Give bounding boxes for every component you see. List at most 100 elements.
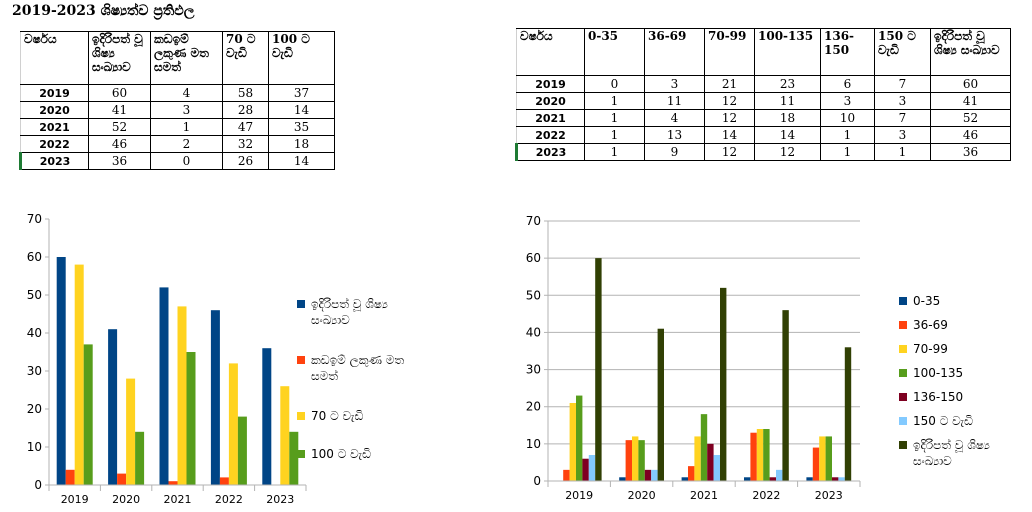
year-cell[interactable]: 2023 (19, 152, 89, 170)
chart-marks-range-legend: 0-35 36-69 70-99 100-135 136-150 150 ට වැඩි ඉද… (899, 293, 1024, 478)
x-tick-label: 2020 (112, 493, 140, 506)
bar (838, 477, 845, 481)
legend-label: 100-135 (913, 366, 964, 380)
value-cell[interactable]: 52 (88, 118, 151, 136)
value-cell[interactable]: 52 (930, 109, 1011, 127)
value-cell[interactable]: 14 (268, 101, 335, 119)
value-cell[interactable]: 2 (150, 135, 223, 153)
value-cell[interactable]: 12 (704, 143, 755, 161)
bar (126, 378, 136, 485)
value-cell[interactable]: 10 (820, 109, 875, 127)
value-cell[interactable]: 13 (644, 126, 705, 144)
y-tick-label: 0 (533, 474, 541, 488)
value-cell[interactable]: 3 (820, 92, 875, 110)
value-cell[interactable]: 11 (644, 92, 705, 110)
value-cell[interactable]: 6 (820, 75, 875, 93)
value-cell[interactable]: 58 (222, 84, 269, 102)
bar (588, 455, 596, 481)
value-cell[interactable]: 46 (930, 126, 1011, 144)
x-tick-label: 2021 (164, 493, 192, 506)
table-row: 2022 46 2 32 18 (20, 135, 335, 153)
value-cell[interactable]: 1 (820, 143, 875, 161)
value-cell[interactable]: 41 (88, 101, 151, 119)
bar (713, 455, 720, 481)
value-cell[interactable]: 14 (268, 152, 335, 170)
value-cell[interactable]: 3 (644, 75, 705, 93)
y-tick-label: 70 (27, 212, 42, 226)
t2-header-2: 36-69 (644, 28, 705, 76)
value-cell[interactable]: 41 (930, 92, 1011, 110)
value-cell[interactable]: 1 (584, 109, 645, 127)
value-cell[interactable]: 18 (268, 135, 335, 153)
legend-label: 136-150 (913, 390, 964, 404)
value-cell[interactable]: 1 (584, 126, 645, 144)
table-row: 2023 1 9 12 12 1 1 36 (515, 143, 1011, 161)
bar (228, 363, 238, 485)
value-cell[interactable]: 32 (222, 135, 269, 153)
x-tick-label: 2022 (752, 489, 780, 502)
value-cell[interactable]: 23 (754, 75, 821, 93)
legend-swatch (297, 300, 305, 308)
year-cell[interactable]: 2021 (20, 118, 89, 136)
value-cell[interactable]: 14 (754, 126, 821, 144)
value-cell[interactable]: 26 (222, 152, 269, 170)
value-cell[interactable]: 12 (704, 92, 755, 110)
legend-item: 136-150 (899, 389, 963, 405)
value-cell[interactable]: 46 (88, 135, 151, 153)
value-cell[interactable]: 3 (874, 92, 931, 110)
value-cell[interactable]: 47 (222, 118, 269, 136)
bar (657, 328, 664, 481)
chart-summary: 0 10 20 30 40 50 60 70 2019 2020 2021 2022 2023 (27, 212, 307, 506)
year-cell[interactable]: 2020 (20, 101, 89, 119)
value-cell[interactable]: 18 (754, 109, 821, 127)
t2-header-3: 70-99 (704, 28, 755, 76)
value-cell[interactable]: 4 (150, 84, 223, 102)
value-cell[interactable]: 35 (268, 118, 335, 136)
value-cell[interactable]: 4 (644, 109, 705, 127)
value-cell[interactable]: 3 (874, 126, 931, 144)
value-cell[interactable]: 28 (222, 101, 269, 119)
value-cell[interactable]: 0 (584, 75, 645, 93)
value-cell[interactable]: 12 (754, 143, 821, 161)
value-cell[interactable]: 21 (704, 75, 755, 93)
year-cell[interactable]: 2022 (516, 126, 585, 144)
year-cell[interactable]: 2019 (20, 84, 89, 102)
value-cell[interactable]: 1 (874, 143, 931, 161)
value-cell[interactable]: 36 (930, 143, 1011, 161)
value-cell[interactable]: 36 (88, 152, 151, 170)
value-cell[interactable]: 37 (268, 84, 335, 102)
value-cell[interactable]: 0 (150, 152, 223, 170)
legend-swatch (899, 345, 907, 353)
legend-swatch (899, 393, 907, 401)
bar (83, 344, 93, 485)
table-row: 2019 60 4 58 37 (20, 84, 335, 102)
bar (763, 429, 770, 481)
value-cell[interactable]: 12 (704, 109, 755, 127)
value-cell[interactable]: 60 (930, 75, 1011, 93)
value-cell[interactable]: 1 (584, 143, 645, 161)
value-cell[interactable]: 11 (754, 92, 821, 110)
year-cell[interactable]: 2019 (516, 75, 585, 93)
t2-header-6: 150 ට වැඩි (874, 28, 931, 76)
value-cell[interactable]: 60 (88, 84, 151, 102)
value-cell[interactable]: 14 (704, 126, 755, 144)
x-tick-label: 2023 (815, 489, 843, 502)
y-tick-label: 60 (526, 251, 541, 265)
year-cell[interactable]: 2021 (516, 109, 585, 127)
y-tick-label: 30 (526, 363, 541, 377)
bar (756, 429, 764, 481)
year-cell[interactable]: 2023 (515, 143, 585, 161)
value-cell[interactable]: 3 (150, 101, 223, 119)
value-cell[interactable]: 1 (150, 118, 223, 136)
value-cell[interactable]: 7 (874, 109, 931, 127)
legend-swatch (899, 417, 907, 425)
bar (168, 481, 178, 485)
value-cell[interactable]: 1 (584, 92, 645, 110)
x-tick-label: 2020 (628, 489, 656, 502)
value-cell[interactable]: 9 (644, 143, 705, 161)
year-cell[interactable]: 2022 (20, 135, 89, 153)
bar (595, 258, 602, 481)
year-cell[interactable]: 2020 (516, 92, 585, 110)
value-cell[interactable]: 7 (874, 75, 931, 93)
value-cell[interactable]: 1 (820, 126, 875, 144)
